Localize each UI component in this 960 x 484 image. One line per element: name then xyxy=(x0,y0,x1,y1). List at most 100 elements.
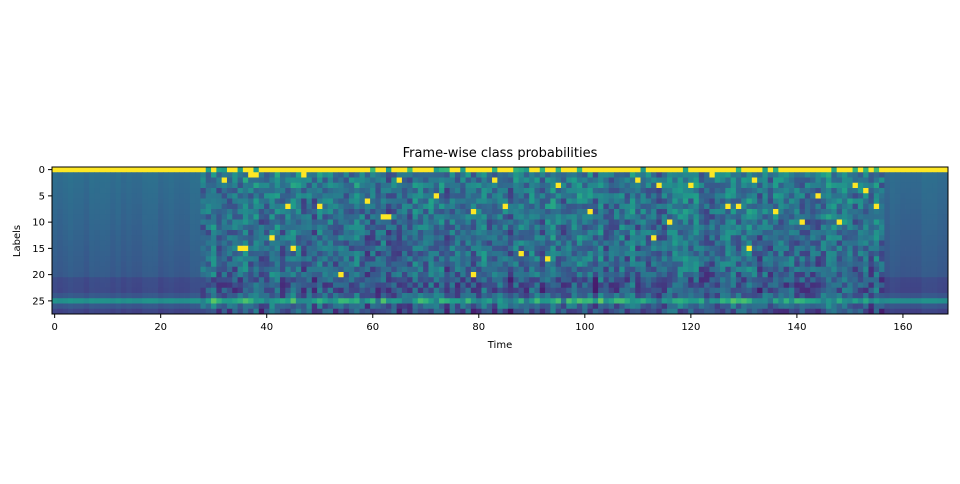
heatmap-cell xyxy=(937,224,944,231)
heatmap-cell xyxy=(412,272,419,278)
heatmap-cell xyxy=(815,256,822,262)
heatmap-cell xyxy=(608,230,615,236)
heatmap-cell xyxy=(189,256,196,262)
heatmap-cell xyxy=(184,167,191,173)
heatmap-cell xyxy=(332,256,339,262)
heatmap-cell xyxy=(523,235,530,241)
heatmap-cell xyxy=(67,282,74,289)
heatmap-cell xyxy=(343,219,350,226)
heatmap-cell xyxy=(635,203,641,210)
heatmap-cell xyxy=(873,219,880,226)
x-axis-label: Time xyxy=(487,340,512,351)
heatmap-cell xyxy=(163,245,170,252)
heatmap-cell xyxy=(836,188,843,194)
heatmap-cell xyxy=(242,293,249,299)
heatmap-cell xyxy=(253,182,260,189)
heatmap-cell xyxy=(200,182,207,189)
heatmap-cell xyxy=(894,298,901,304)
heatmap-cell xyxy=(582,177,588,184)
heatmap-cell xyxy=(741,182,747,189)
heatmap-cell xyxy=(264,287,270,294)
heatmap-cell xyxy=(560,224,567,231)
heatmap-cell xyxy=(481,287,488,294)
heatmap-cell xyxy=(62,287,69,294)
heatmap-cell xyxy=(661,235,668,241)
heatmap-cell xyxy=(62,282,69,289)
heatmap-cell xyxy=(841,256,848,262)
heatmap-cell xyxy=(704,277,710,283)
heatmap-cell xyxy=(454,188,461,194)
heatmap-cell xyxy=(439,167,445,173)
heatmap-cell xyxy=(836,235,843,241)
heatmap-cell xyxy=(613,287,620,294)
heatmap-cell xyxy=(311,303,318,310)
heatmap-cell xyxy=(910,282,917,289)
heatmap-cell xyxy=(486,282,493,289)
heatmap-cell xyxy=(847,251,853,257)
heatmap-cell xyxy=(269,214,276,220)
heatmap-cell xyxy=(651,182,657,189)
heatmap-cell xyxy=(226,230,233,236)
heatmap-cell xyxy=(396,293,403,299)
heatmap-cell xyxy=(714,172,721,178)
heatmap-cell xyxy=(582,188,588,194)
heatmap-cell xyxy=(725,256,732,262)
heatmap-cell xyxy=(168,272,175,278)
heatmap-cell xyxy=(656,198,663,205)
heatmap-cell xyxy=(327,209,334,215)
heatmap-cell xyxy=(423,224,429,231)
heatmap-cell xyxy=(826,177,832,184)
heatmap-cell xyxy=(571,235,578,241)
heatmap-cell xyxy=(105,245,111,252)
heatmap-cell xyxy=(757,214,763,220)
heatmap-cell xyxy=(179,214,185,220)
heatmap-cell xyxy=(147,224,154,231)
heatmap-cell xyxy=(884,303,891,310)
heatmap-cell xyxy=(242,256,249,262)
heatmap-cell xyxy=(364,272,371,278)
heatmap-cell xyxy=(714,198,721,205)
heatmap-cell xyxy=(258,245,265,252)
heatmap-cell xyxy=(921,277,928,283)
heatmap-cell xyxy=(735,287,742,294)
heatmap-cell xyxy=(921,188,928,194)
heatmap-cell xyxy=(348,230,355,236)
heatmap-cell xyxy=(571,193,578,199)
heatmap-cell xyxy=(916,256,922,262)
heatmap-cell xyxy=(78,245,85,252)
heatmap-cell xyxy=(423,167,429,173)
heatmap-cell xyxy=(497,167,504,173)
heatmap-cell xyxy=(582,293,588,299)
heatmap-cell xyxy=(322,256,329,262)
heatmap-cell xyxy=(115,167,122,173)
heatmap-cell xyxy=(746,203,753,210)
heatmap-cell xyxy=(120,277,127,283)
heatmap-cell xyxy=(136,193,143,199)
heatmap-cell xyxy=(375,209,382,215)
heatmap-cell xyxy=(322,167,329,173)
heatmap-cell xyxy=(783,224,790,231)
heatmap-cell xyxy=(815,293,822,299)
heatmap-cell xyxy=(624,293,631,299)
heatmap-cell xyxy=(428,209,435,215)
heatmap-cell xyxy=(481,308,488,315)
heatmap-cell xyxy=(884,235,891,241)
heatmap-cell xyxy=(942,272,949,278)
heatmap-cell xyxy=(417,177,424,184)
heatmap-cell xyxy=(762,272,769,278)
heatmap-cell xyxy=(720,293,726,299)
heatmap-cell xyxy=(873,172,880,178)
heatmap-cell xyxy=(253,293,260,299)
heatmap-cell xyxy=(873,293,880,299)
heatmap-cell xyxy=(857,245,864,252)
heatmap-cell xyxy=(57,209,63,215)
heatmap-cell xyxy=(152,272,159,278)
heatmap-cell xyxy=(322,308,329,315)
heatmap-cell xyxy=(778,177,785,184)
heatmap-cell xyxy=(879,245,885,252)
heatmap-cell xyxy=(205,240,212,247)
heatmap-cell xyxy=(529,308,535,315)
heatmap-cell xyxy=(248,272,254,278)
heatmap-cell xyxy=(629,251,636,257)
